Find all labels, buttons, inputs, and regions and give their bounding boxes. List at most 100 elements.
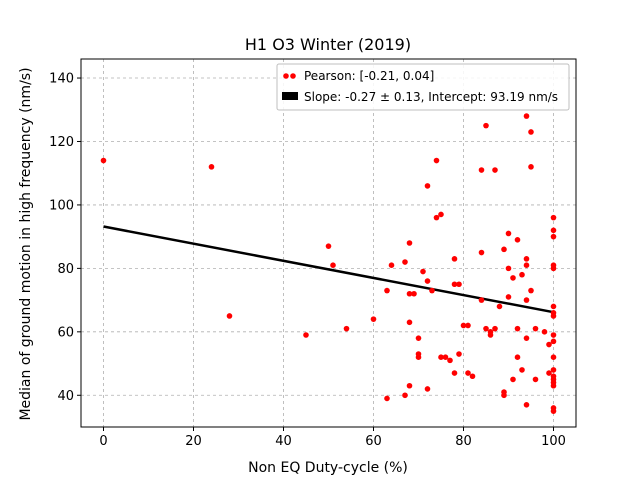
scatter-point <box>487 332 494 338</box>
scatter-point <box>501 392 507 399</box>
fit-line <box>103 225 554 314</box>
scatter-point <box>451 370 458 376</box>
scatter-point <box>514 354 521 361</box>
legend: Pearson: [-0.21, 0.04] Slope: -0.27 ± 0.… <box>276 63 570 111</box>
scatter-point <box>532 376 539 383</box>
scatter-point <box>325 243 332 249</box>
scatter-point <box>483 325 489 332</box>
scatter-point <box>420 268 426 275</box>
scatter-point <box>478 249 485 256</box>
scatter-point <box>546 370 552 376</box>
scatter-point <box>523 262 530 269</box>
scatter-point <box>384 287 390 294</box>
scatter-point <box>406 319 413 326</box>
scatter-point <box>523 335 530 341</box>
scatter-point <box>501 246 507 253</box>
y-axis-label: Median of ground motion in high frequenc… <box>18 67 34 420</box>
x-tick-label: 20 <box>185 434 202 449</box>
scatter-point <box>550 233 557 240</box>
x-axis-label: Non EQ Duty-cycle (%) <box>248 460 408 476</box>
y-tick-label: 120 <box>49 135 74 150</box>
scatter-point <box>411 290 417 297</box>
scatter-point <box>550 354 557 361</box>
scatter-point <box>226 313 233 319</box>
scatter-point <box>492 167 498 173</box>
scatter-point <box>447 357 453 364</box>
scatter-point <box>456 281 462 288</box>
scatter-point <box>429 287 435 294</box>
x-tick-label: 100 <box>541 434 566 449</box>
scatter-point <box>438 354 444 361</box>
scatter-point <box>528 287 534 294</box>
y-tick-label: 40 <box>57 389 74 404</box>
scatter-point <box>343 325 350 332</box>
scatter-point <box>330 262 336 269</box>
scatter-point <box>523 401 530 408</box>
scatter-point <box>451 256 458 262</box>
scatter-point <box>510 376 516 383</box>
legend-entry-fit: Slope: -0.27 ± 0.13, Intercept: 93.19 nm… <box>304 90 558 104</box>
scatter-point <box>415 335 422 341</box>
scatter-point <box>465 370 471 376</box>
scatter-point <box>483 122 489 129</box>
scatter-point <box>438 211 444 218</box>
scatter-point <box>406 290 413 297</box>
scatter-point <box>514 237 521 243</box>
scatter-point <box>478 167 485 173</box>
y-tick-label: 140 <box>49 72 74 87</box>
scatter-point <box>460 322 467 329</box>
x-tick-label: 0 <box>99 434 107 449</box>
scatter-point <box>442 354 449 361</box>
scatter-point <box>424 278 431 284</box>
scatter-point <box>550 408 557 414</box>
scatter-point <box>478 297 485 303</box>
scatter-point <box>550 367 557 373</box>
scatter-point <box>510 275 516 281</box>
x-tick-label: 40 <box>275 434 292 449</box>
x-tick-label: 80 <box>455 434 472 449</box>
scatter-point <box>424 386 431 392</box>
scatter-point <box>532 325 539 332</box>
scatter-point <box>523 297 530 303</box>
scatter-point <box>208 164 215 170</box>
scatter-point <box>303 332 309 338</box>
scatter-point <box>550 303 557 310</box>
scatter-point <box>550 227 557 234</box>
scatter-point <box>100 157 107 164</box>
scatter-point <box>505 230 512 237</box>
scatter-point <box>456 351 462 357</box>
plot-frame <box>80 58 577 428</box>
scatter-point <box>415 354 422 361</box>
legend-scatter-marker <box>283 73 296 79</box>
scatter-point <box>402 259 408 265</box>
scatter-points <box>100 113 557 414</box>
y-tick-label: 60 <box>57 325 74 340</box>
scatter-point <box>541 329 548 335</box>
scatter-point <box>406 240 413 246</box>
scatter-point <box>406 382 413 389</box>
scatter-point <box>496 303 503 310</box>
x-axis-ticks: 0 20 40 60 80 100 <box>99 427 566 449</box>
legend-line-marker <box>282 92 298 100</box>
scatter-point <box>492 325 498 332</box>
fit-layer <box>103 225 554 314</box>
scatter-point <box>505 294 512 300</box>
scatter-point <box>528 164 534 170</box>
scatter-point <box>523 256 530 262</box>
scatter-point <box>550 265 557 272</box>
scatter-point <box>424 183 431 189</box>
chart-title: H1 O3 Winter (2019) <box>245 35 411 54</box>
x-tick-label: 60 <box>365 434 382 449</box>
scatter-point <box>505 265 512 272</box>
scatter-point <box>523 113 530 119</box>
scatter-point <box>550 332 557 338</box>
scatter-point <box>388 262 395 269</box>
scatter-point <box>402 392 408 399</box>
scatter-point <box>519 367 525 373</box>
legend-box <box>276 63 570 111</box>
scatter-point <box>433 214 440 221</box>
scatter-point <box>546 341 552 348</box>
scatter-point <box>465 322 471 329</box>
scatter-point <box>433 157 440 164</box>
